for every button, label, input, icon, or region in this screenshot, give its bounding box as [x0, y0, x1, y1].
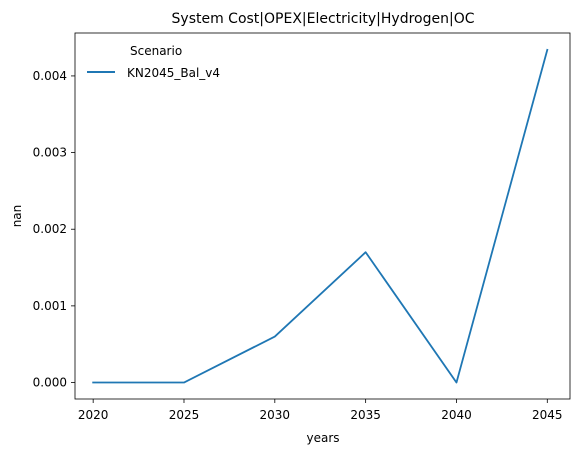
x-axis: 2020 2025 2030 2035 2040 2045 [78, 399, 563, 422]
x-tick-label: 2030 [260, 408, 291, 422]
series-line [92, 48, 549, 384]
series-layer [92, 48, 549, 384]
legend-title: Scenario [130, 44, 182, 58]
y-tick-label: 0.002 [33, 222, 67, 236]
x-axis-label: years [306, 431, 339, 445]
y-tick-label: 0.004 [33, 69, 67, 83]
x-tick-label: 2020 [78, 408, 109, 422]
legend: Scenario KN2045_Bal_v4 [87, 44, 220, 80]
y-tick-label: 0.003 [33, 146, 67, 160]
x-tick-label: 2040 [441, 408, 472, 422]
x-tick-label: 2025 [169, 408, 200, 422]
legend-entry-label: KN2045_Bal_v4 [127, 66, 220, 80]
y-axis-label: nan [10, 205, 24, 228]
chart-title: System Cost|OPEX|Electricity|Hydrogen|OC [172, 11, 475, 27]
plot-frame [74, 32, 571, 400]
y-axis: 0.000 0.001 0.002 0.003 0.004 [33, 69, 75, 390]
x-tick-label: 2035 [350, 408, 381, 422]
y-tick-label: 0.000 [33, 376, 67, 390]
plot-area: 2020 2025 2030 2035 2040 2045 0.000 0.001 0.002… [33, 32, 571, 422]
x-tick-label: 2045 [532, 408, 563, 422]
y-tick-label: 0.001 [33, 299, 67, 313]
